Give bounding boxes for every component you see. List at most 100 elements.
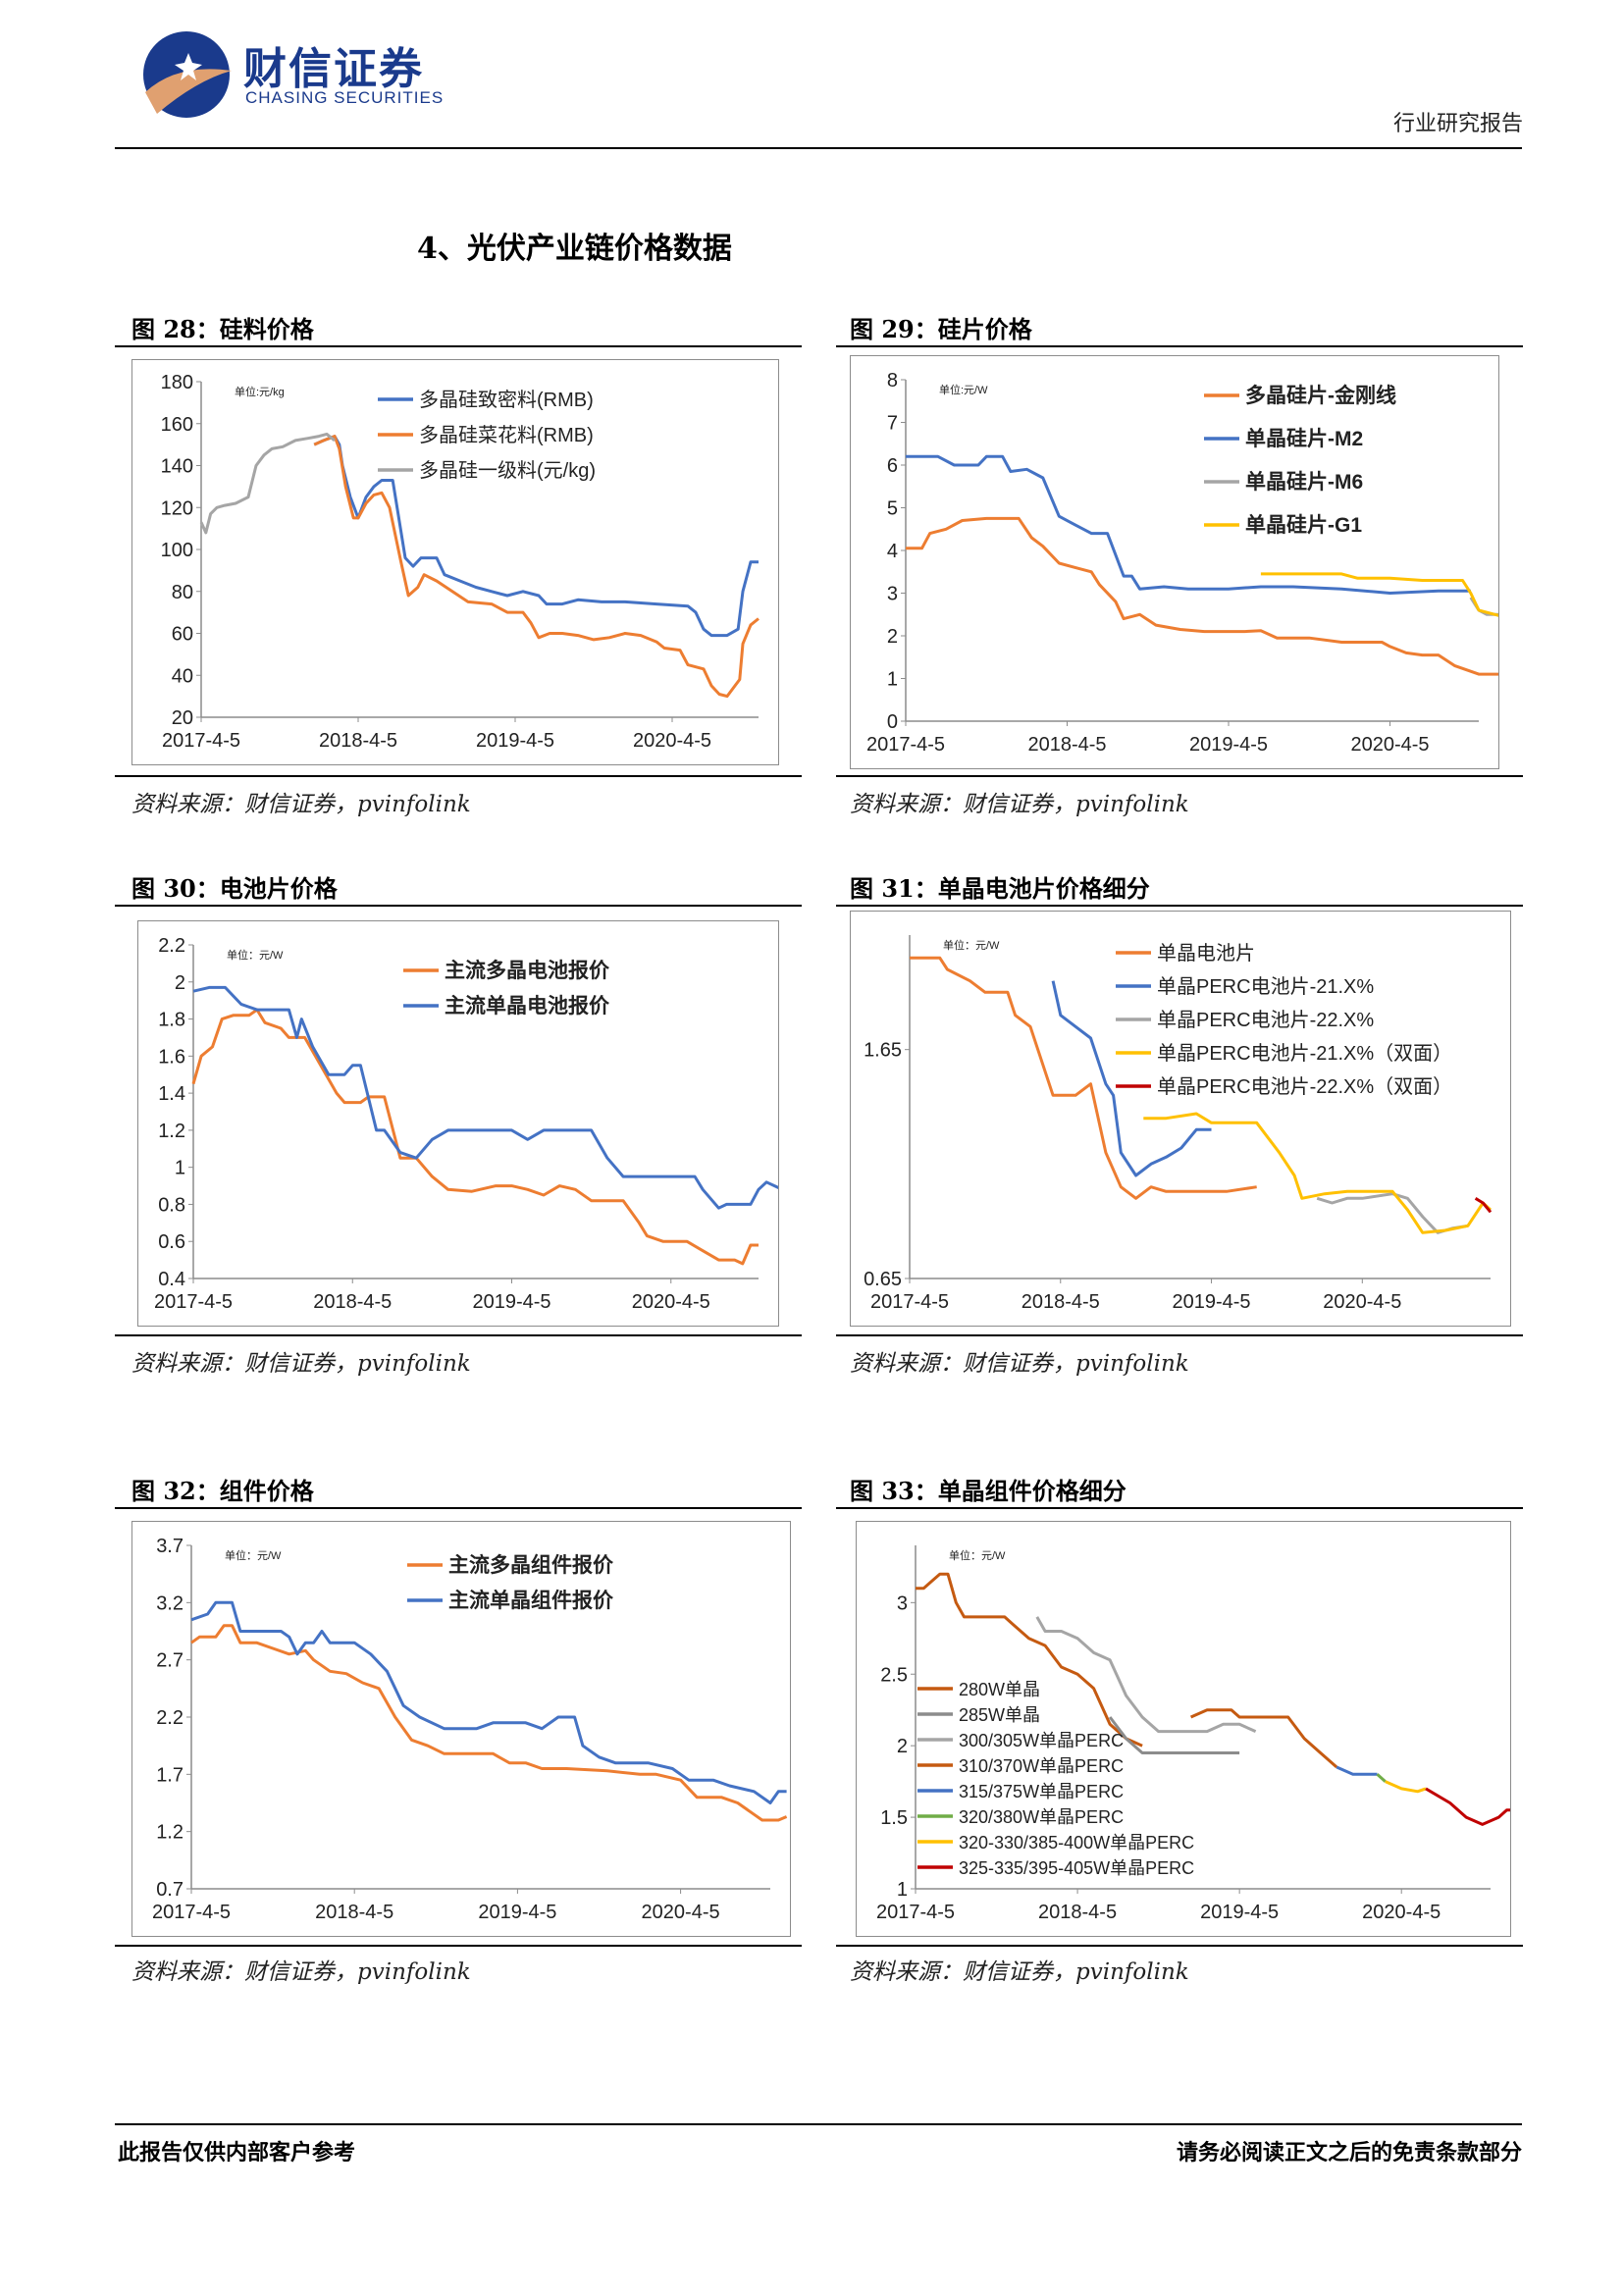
y-tick-label: 0.7 — [156, 1879, 183, 1901]
figure-source: 资料来源：财信证券，pvinfolink — [131, 1959, 471, 1985]
y-tick-label: 2 — [175, 972, 185, 994]
x-tick-label: 2019-4-5 — [472, 1291, 550, 1313]
x-tick-label: 2018-4-5 — [1038, 1902, 1117, 1923]
y-tick-label: 2.7 — [156, 1650, 183, 1672]
unit-label: 单位：元/W — [943, 938, 1000, 952]
series-line — [1474, 1197, 1493, 1214]
series-line — [1385, 1780, 1427, 1794]
y-tick-label: 0.65 — [864, 1269, 902, 1290]
legend-label: 多晶硅菜花料(RMB) — [419, 424, 594, 446]
series-line — [190, 1600, 787, 1804]
x-tick-label: 2018-4-5 — [313, 1291, 392, 1313]
figure-rule — [115, 905, 802, 907]
x-tick-label: 2017-4-5 — [162, 730, 240, 752]
y-tick-label: 2.2 — [156, 1707, 183, 1729]
series-line — [1316, 1192, 1469, 1234]
y-tick-label: 1 — [175, 1158, 185, 1179]
y-tick-label: 3 — [897, 1592, 908, 1614]
y-tick-label: 7 — [887, 413, 898, 435]
x-tick-label: 2020-4-5 — [632, 1291, 710, 1313]
series-line — [910, 956, 1257, 1200]
legend-label: 单晶硅片-M6 — [1245, 470, 1363, 494]
logo: 财信证券 CHASING SECURITIES — [137, 24, 461, 122]
x-tick-label: 2019-4-5 — [1200, 1902, 1279, 1923]
y-tick-label: 140 — [161, 456, 193, 478]
chart-fig30: 2.2 2 1.8 1.6 1.4 1.2 1 0.8 0.6 0.4 2017-4-5 2018-4… — [137, 920, 783, 1327]
series-line — [1035, 1616, 1257, 1734]
y-tick-label: 1.8 — [158, 1010, 185, 1031]
series-line — [199, 432, 336, 535]
source-rule — [836, 1945, 1523, 1947]
series-line — [1336, 1765, 1378, 1776]
figure-rule — [115, 345, 802, 347]
chart-fig28: 180 160 140 120 100 80 60 40 20 2017-4-5 2018-4-5 2… — [131, 359, 779, 765]
legend-label: 单晶硅片-G1 — [1245, 513, 1362, 537]
chart-fig32: 3.7 3.2 2.7 2.2 1.7 1.2 0.7 2017-4-5 2018-4-5 201… — [131, 1521, 791, 1937]
legend-label: 285W单晶 — [959, 1705, 1040, 1725]
y-tick-label: 80 — [172, 582, 193, 603]
chart-fig29: 8 7 6 5 4 3 2 1 0 2017-4-5 2018-4-5 2019-4-5 2020-4-… — [850, 355, 1544, 769]
x-tick-label: 2018-4-5 — [315, 1902, 393, 1923]
x-tick-label: 2019-4-5 — [1189, 734, 1268, 756]
y-tick-label: 1.4 — [158, 1083, 185, 1105]
legend-label: 单晶PERC电池片-22.X% — [1157, 1009, 1374, 1031]
legend-label: 单晶硅片-M2 — [1245, 427, 1363, 450]
x-tick-label: 2017-4-5 — [154, 1291, 233, 1313]
legend-label: 主流单晶组件报价 — [448, 1589, 614, 1612]
y-tick-label: 5 — [887, 498, 898, 520]
series-line — [191, 1008, 759, 1266]
y-tick-label: 3 — [887, 584, 898, 605]
unit-label: 单位：元/W — [227, 948, 284, 962]
legend-label: 主流单晶电池报价 — [445, 994, 610, 1018]
x-tick-label: 2020-4-5 — [633, 730, 711, 752]
x-tick-label: 2019-4-5 — [478, 1902, 556, 1923]
figure-title: 图 33：单晶组件价格细分 — [850, 1477, 1126, 1505]
legend-label: 单晶电池片 — [1157, 942, 1255, 965]
x-tick-label: 2017-4-5 — [870, 1291, 949, 1313]
series-line — [1143, 1112, 1493, 1234]
figure-title: 图 32：组件价格 — [131, 1477, 314, 1505]
y-tick-label: 60 — [172, 624, 193, 646]
unit-label: 单位：元/W — [225, 1548, 282, 1562]
x-tick-label: 2020-4-5 — [1350, 734, 1429, 756]
x-tick-label: 2017-4-5 — [866, 734, 945, 756]
chart-fig31: 1.65 0.65 2017-4-5 2018-4-5 2019-4-5 2020-4-5… — [850, 911, 1511, 1327]
y-tick-label: 1.7 — [156, 1764, 183, 1786]
y-tick-label: 4 — [887, 541, 898, 562]
y-tick-label: 2.2 — [158, 935, 185, 957]
series-line — [190, 1624, 788, 1822]
series-line — [1051, 980, 1212, 1177]
y-tick-label: 0 — [887, 711, 898, 733]
source-rule — [836, 775, 1523, 777]
x-tick-label: 2020-4-5 — [642, 1902, 720, 1923]
figure-title: 图 28：硅料价格 — [131, 315, 314, 343]
y-tick-label: 1.6 — [158, 1046, 185, 1068]
y-tick-label: 8 — [887, 370, 898, 391]
figure-source: 资料来源：财信证券，pvinfolink — [850, 792, 1189, 817]
legend-label: 单晶PERC电池片-22.X%（双面） — [1157, 1075, 1452, 1098]
y-tick-label: 1.5 — [880, 1807, 908, 1829]
x-tick-label: 2020-4-5 — [1323, 1291, 1401, 1313]
figure-source: 资料来源：财信证券，pvinfolink — [850, 1351, 1189, 1377]
legend-label: 280W单晶 — [959, 1680, 1040, 1699]
unit-label: 单位:元/W — [939, 383, 988, 396]
x-tick-label: 2018-4-5 — [1027, 734, 1106, 756]
legend-label: 多晶硅一级料(元/kg) — [419, 459, 596, 482]
source-rule — [115, 1334, 802, 1336]
series-line — [1260, 572, 1544, 621]
y-tick-label: 120 — [161, 497, 193, 519]
figure-rule — [836, 905, 1523, 907]
series-line — [313, 435, 760, 699]
legend-label: 主流多晶电池报价 — [445, 959, 610, 982]
unit-label: 单位：元/W — [949, 1548, 1006, 1562]
y-tick-label: 0.4 — [158, 1269, 185, 1290]
x-tick-label: 2018-4-5 — [1022, 1291, 1100, 1313]
x-tick-label: 2020-4-5 — [1362, 1902, 1441, 1923]
footer-rule — [115, 2123, 1522, 2125]
y-tick-label: 160 — [161, 414, 193, 436]
unit-label: 单位:元/kg — [235, 385, 285, 398]
